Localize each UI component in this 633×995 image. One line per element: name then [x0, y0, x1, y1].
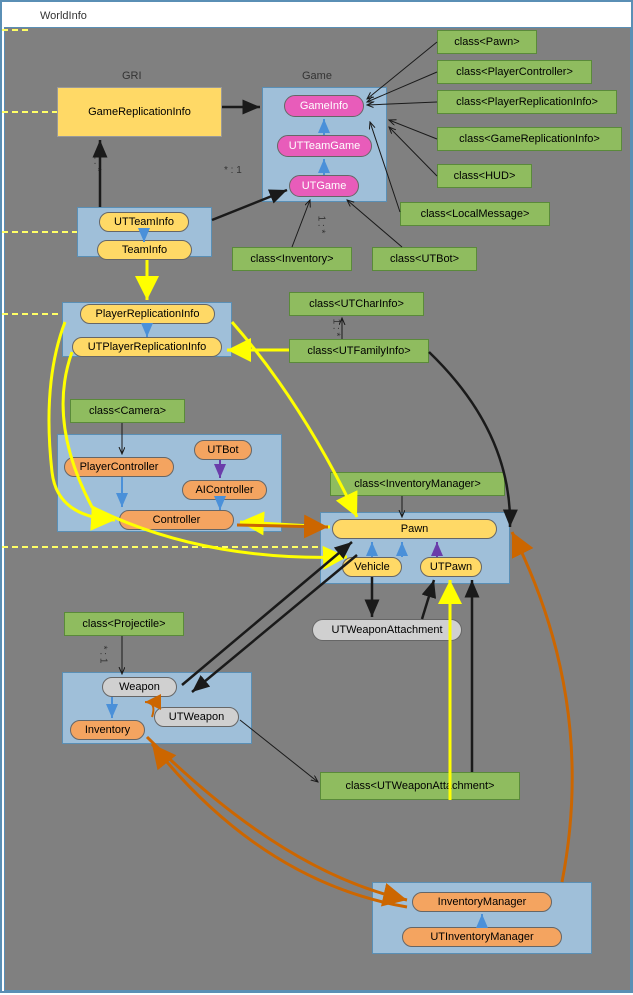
teaminfo-pill: TeamInfo: [97, 240, 192, 260]
game-label: Game: [302, 70, 332, 82]
main-container: WorldInfo 服务器 GRI GameReplicationInfo Ga…: [0, 0, 633, 993]
utteamgame-pill: UTTeamGame: [277, 135, 372, 157]
utweapon-pill: UTWeapon: [154, 707, 239, 727]
pawn-pill: Pawn: [332, 519, 497, 539]
class-utweaponattachment: class<UTWeaponAttachment>: [320, 772, 520, 800]
class-utcharinfo: class<UTCharInfo>: [289, 292, 424, 316]
utweaponattachment-pill: UTWeaponAttachment: [312, 619, 462, 641]
class-playerrepinfo: class<PlayerReplicationInfo>: [437, 90, 617, 114]
class-utfamilyinfo: class<UTFamilyInfo>: [289, 339, 429, 363]
class-pawn: class<Pawn>: [437, 30, 537, 54]
gri-box: GameReplicationInfo: [57, 87, 222, 137]
class-projectile: class<Projectile>: [64, 612, 184, 636]
class-camera: class<Camera>: [70, 399, 185, 423]
game-info-pill: GameInfo: [284, 95, 364, 117]
controller-pill: Controller: [119, 510, 234, 530]
playerrepinfo-pill: PlayerReplicationInfo: [80, 304, 215, 324]
class-localmessage: class<LocalMessage>: [400, 202, 550, 226]
utpawn-pill: UTPawn: [420, 557, 482, 577]
game-rep-info: GameReplicationInfo: [88, 106, 191, 118]
mult-5: * : 1: [97, 646, 108, 664]
class-invmgr: class<InventoryManager>: [330, 472, 505, 496]
mult-3: 1 : *: [315, 216, 326, 234]
class-hud: class<HUD>: [437, 164, 532, 188]
mult-2: * : 1: [224, 165, 242, 176]
utgame-pill: UTGame: [289, 175, 359, 197]
class-utbot: class<UTBot>: [372, 247, 477, 271]
utbot-pill: UTBot: [194, 440, 252, 460]
utplayerrepinfo-pill: UTPlayerReplicationInfo: [72, 337, 222, 357]
inventory-pill: Inventory: [70, 720, 145, 740]
gri-label: GRI: [122, 70, 142, 82]
utinvmgr-pill: UTInventoryManager: [402, 927, 562, 947]
class-gamerepinfo: class<GameReplicationInfo>: [437, 127, 622, 151]
weapon-pill: Weapon: [102, 677, 177, 697]
playercontroller-pill: PlayerController: [64, 457, 174, 477]
class-playercontroller: class<PlayerController>: [437, 60, 592, 84]
world-info-label: WorldInfo: [40, 10, 87, 22]
class-inventory: class<Inventory>: [232, 247, 352, 271]
vehicle-pill: Vehicle: [342, 557, 402, 577]
mult-1: 1 : *: [91, 154, 102, 172]
aicontroller-pill: AIController: [182, 480, 267, 500]
invmgr-pill: InventoryManager: [412, 892, 552, 912]
mult-4: 1 : *: [330, 319, 341, 337]
utteaminfo-pill: UTTeamInfo: [99, 212, 189, 232]
